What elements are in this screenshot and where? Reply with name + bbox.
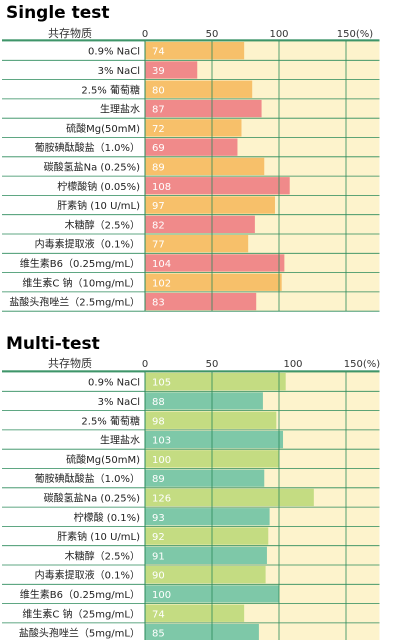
multi-test-bar	[145, 469, 265, 487]
multi-test-category-label: 木糖醇（2.5%）	[65, 549, 140, 562]
single-test-value-label: 108	[152, 182, 171, 193]
multi-test-chart: Multi-test 共存物质 0 50 100 150(%) 105 0.9% …	[2, 334, 380, 643]
single-test-value-label: 104	[152, 259, 171, 270]
single-test-bar	[145, 196, 275, 214]
multi-test-bar	[145, 508, 270, 526]
single-test-bar	[145, 177, 290, 195]
single-test-chart: Single test 共存物质 0 50 100 150(%) 74 0.9% …	[2, 3, 380, 312]
multi-test-column-header: 共存物质	[48, 356, 92, 370]
single-test-category-label: 维生素B6（0.25mg/mL）	[20, 257, 140, 270]
single-test-bar	[145, 235, 249, 253]
single-test-title: Single test	[6, 3, 110, 23]
single-test-category-label: 生理盐水	[100, 103, 140, 116]
single-test-bar	[145, 138, 238, 156]
single-test-bar	[145, 42, 245, 60]
single-test-category-label: 2.5% 葡萄糖	[81, 83, 140, 96]
single-test-value-label: 89	[152, 162, 165, 173]
multi-test-value-label: 100	[152, 455, 171, 466]
multi-test-bar	[145, 527, 269, 545]
multi-test-plot: 105 0.9% NaCl 88 3% NaCl 98 2.5% 葡萄糖 103 生理盐水 10…	[2, 370, 380, 643]
multi-test-value-label: 105	[152, 378, 171, 389]
single-test-value-label: 77	[152, 240, 165, 251]
multi-test-category-label: 维生素C 钠（25mg/mL）	[22, 607, 140, 620]
multi-test-category-label: 肝素钠 (10 U/mL)	[57, 530, 140, 543]
single-test-value-label: 97	[152, 201, 165, 212]
multi-test-category-label: 2.5% 葡萄糖	[81, 414, 140, 427]
multi-test-title: Multi-test	[6, 334, 100, 354]
single-test-category-label: 木糖醇（2.5%）	[65, 218, 140, 231]
single-test-value-label: 74	[152, 47, 165, 58]
single-test-x-tick-100: 100	[269, 29, 288, 40]
single-test-x-tick-0: 0	[142, 29, 148, 40]
multi-test-value-label: 100	[152, 590, 171, 601]
multi-test-value-label: 88	[152, 397, 165, 408]
multi-test-category-label: 硫酸Mg(50mM)	[66, 453, 140, 466]
multi-test-bar	[145, 623, 259, 642]
multi-test-bar	[145, 392, 263, 410]
multi-test-value-label: 98	[152, 416, 165, 427]
multi-test-bar	[145, 546, 267, 564]
multi-test-value-label: 103	[152, 436, 171, 447]
single-test-value-label: 80	[152, 85, 165, 96]
multi-test-bar	[145, 604, 245, 622]
single-test-category-label: 维生素C 钠（10mg/mL）	[22, 276, 140, 289]
multi-test-value-label: 85	[152, 629, 165, 640]
single-test-column-header: 共存物质	[48, 26, 92, 40]
single-test-x-tick-50: 50	[206, 29, 219, 40]
single-test-category-label: 柠檬酸钠 (0.05%)	[57, 180, 140, 193]
single-test-category-label: 碳酸氢盐Na (0.25%)	[44, 160, 140, 173]
multi-test-category-label: 碳酸氢盐Na (0.25%)	[44, 491, 140, 504]
multi-test-value-label: 89	[152, 474, 165, 485]
multi-test-category-label: 内毒素提取液（0.1%）	[35, 569, 140, 582]
multi-test-bar	[145, 430, 284, 449]
single-test-plot: 74 0.9% NaCl 39 3% NaCl 80 2.5% 葡萄糖 87 生理盐水 72 硫酸…	[2, 39, 380, 312]
multi-test-value-label: 126	[152, 493, 171, 504]
multi-test-category-label: 葡胺碘酞酸盐（1.0%）	[35, 472, 140, 485]
multi-test-category-label: 盐酸头孢唑兰（5mg/mL）	[19, 627, 140, 640]
single-test-category-label: 肝素钠 (10 U/mL)	[57, 199, 140, 212]
single-test-value-label: 82	[152, 220, 165, 231]
multi-test-bar	[145, 566, 266, 584]
single-test-bar	[145, 119, 242, 137]
single-test-bar	[145, 157, 265, 176]
single-test-category-label: 3% NaCl	[98, 66, 140, 77]
multi-test-category-label: 生理盐水	[100, 434, 140, 447]
multi-test-value-label: 93	[152, 513, 165, 524]
multi-test-x-tick-100: 100	[283, 359, 302, 370]
single-test-x-tick-150: 150(%)	[337, 29, 373, 40]
single-test-value-label: 102	[152, 278, 171, 289]
single-test-category-label: 葡胺碘酞酸盐（1.0%）	[35, 141, 140, 154]
single-test-bar	[145, 254, 285, 272]
multi-test-bar	[145, 411, 277, 429]
single-test-value-label: 87	[152, 105, 165, 116]
multi-test-value-label: 90	[152, 571, 165, 582]
single-test-bar	[145, 292, 257, 311]
single-test-category-label: 0.9% NaCl	[88, 47, 140, 58]
single-test-bar	[145, 61, 198, 79]
single-test-bar	[145, 215, 255, 233]
multi-test-x-tick-50: 50	[206, 359, 219, 370]
multi-test-category-label: 3% NaCl	[98, 397, 140, 408]
multi-test-value-label: 91	[152, 551, 165, 562]
single-test-value-label: 69	[152, 143, 165, 154]
single-test-bar	[145, 99, 262, 118]
multi-test-bar	[145, 373, 286, 391]
multi-test-category-label: 维生素B6（0.25mg/mL）	[20, 588, 140, 601]
multi-test-x-tick-0: 0	[142, 359, 148, 370]
multi-test-category-label: 0.9% NaCl	[88, 378, 140, 389]
single-test-value-label: 39	[152, 66, 165, 77]
multi-test-category-label: 柠檬酸 (0.1%)	[74, 511, 140, 524]
multi-test-value-label: 74	[152, 609, 165, 620]
single-test-category-label: 内毒素提取液（0.1%）	[35, 238, 140, 251]
single-test-category-label: 盐酸头孢唑兰（2.5mg/mL）	[9, 296, 140, 309]
multi-test-x-tick-150: 150(%)	[344, 359, 380, 370]
multi-test-value-label: 92	[152, 532, 165, 543]
single-test-value-label: 72	[152, 124, 165, 135]
single-test-bar	[145, 80, 253, 98]
multi-test-bar	[145, 488, 314, 507]
single-test-category-label: 硫酸Mg(50mM)	[66, 122, 140, 135]
single-test-value-label: 83	[152, 298, 165, 309]
single-test-bar	[145, 273, 282, 291]
